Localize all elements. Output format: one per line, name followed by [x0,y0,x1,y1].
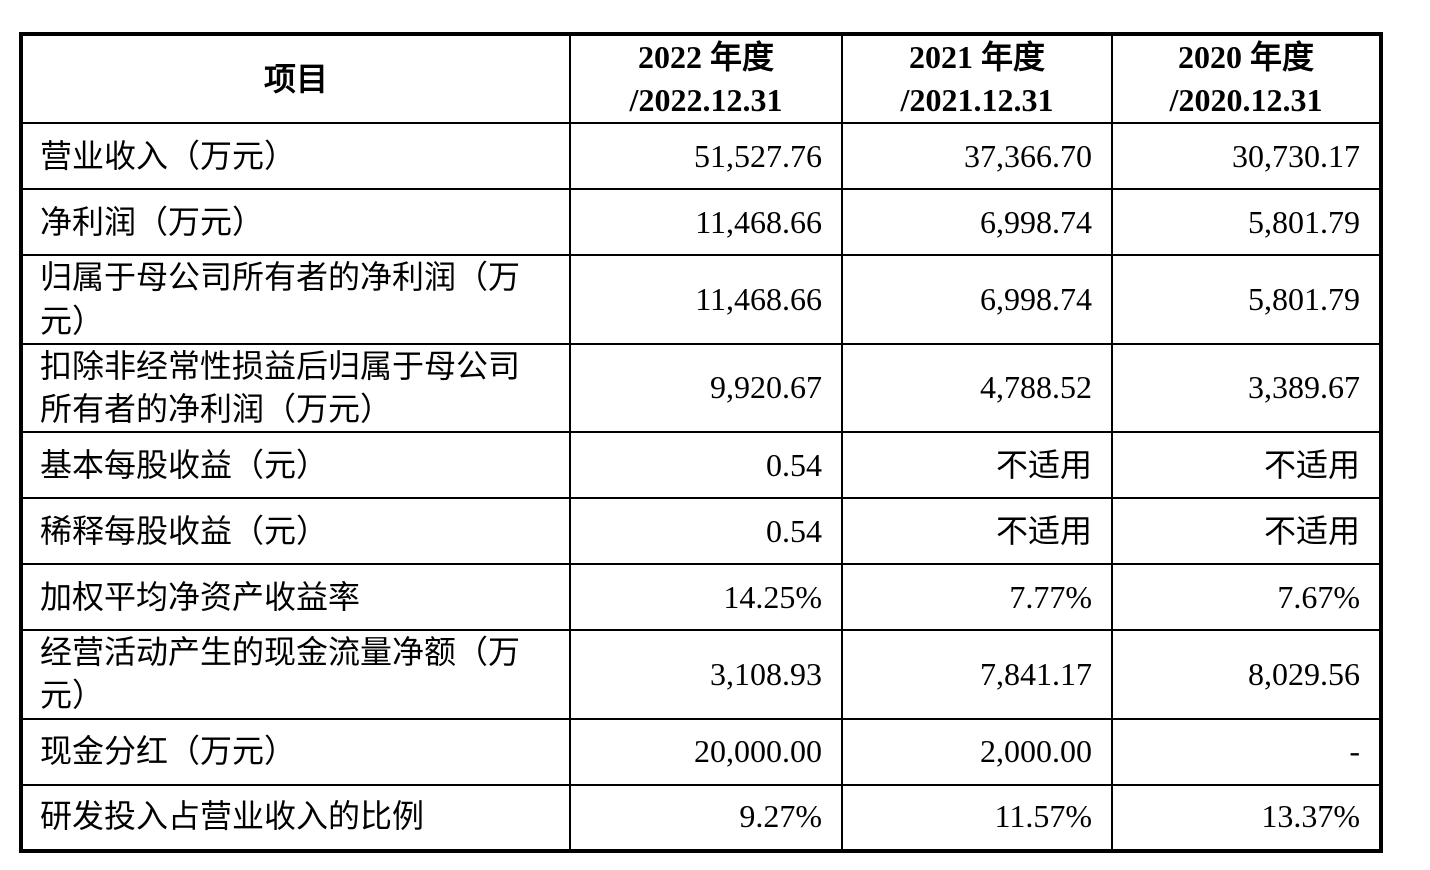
table-header-row: 项目 2022 年度 /2022.12.31 2021 年度 /2021.12.… [20,32,1382,125]
value-2021: 不适用 [841,431,1113,500]
value-2021: 6,998.74 [841,188,1113,257]
header-period-2021: 2021 年度 /2021.12.31 [841,32,1113,125]
header-period-2022: 2022 年度 /2022.12.31 [569,32,843,125]
value-2020: 不适用 [1111,497,1382,566]
header-period-2021-date: /2021.12.31 [900,82,1054,119]
header-period-2022-year: 2022 年度 [637,39,774,75]
value-2022: 9,920.67 [569,342,843,434]
table-row-weighted-avg-roe: 加权平均净资产收益率 14.25% 7.77% 7.67% [20,563,1382,632]
value-2020: 13.37% [1111,783,1382,852]
value-2021: 4,788.52 [841,342,1113,434]
row-label: 研发投入占营业收入的比例 [20,783,571,852]
financial-summary-table: 项目 2022 年度 /2022.12.31 2021 年度 /2021.12.… [19,32,1383,853]
value-2021: 37,366.70 [841,122,1113,191]
value-2022: 11,468.66 [569,188,843,257]
table-row-operating-revenue: 营业收入（万元） 51,527.76 37,366.70 30,730.17 [20,122,1382,191]
row-label: 营业收入（万元） [20,122,571,191]
value-2020: 3,389.67 [1111,342,1382,434]
table-row-operating-cash-flow: 经营活动产生的现金流量净额（万元） 3,108.93 7,841.17 8,02… [20,629,1382,720]
value-2022: 51,527.76 [569,122,843,191]
value-2021: 11.57% [841,783,1113,852]
row-label: 经营活动产生的现金流量净额（万元） [20,629,571,720]
financial-summary-table-container: 项目 2022 年度 /2022.12.31 2021 年度 /2021.12.… [19,32,1383,853]
value-2020: 不适用 [1111,431,1382,500]
table-row-basic-eps: 基本每股收益（元） 0.54 不适用 不适用 [20,431,1382,500]
value-2022: 3,108.93 [569,629,843,720]
table-row-net-profit: 净利润（万元） 11,468.66 6,998.74 5,801.79 [20,188,1382,257]
header-item-column: 项目 [20,32,571,125]
value-2021: 7,841.17 [841,629,1113,720]
value-2021: 6,998.74 [841,254,1113,345]
header-item-label: 项目 [263,60,328,97]
table-row-diluted-eps: 稀释每股收益（元） 0.54 不适用 不适用 [20,497,1382,566]
value-2020: 7.67% [1111,563,1382,632]
value-2021: 不适用 [841,497,1113,566]
table-row-net-profit-to-parent: 归属于母公司所有者的净利润（万元） 11,468.66 6,998.74 5,8… [20,254,1382,345]
row-label: 归属于母公司所有者的净利润（万元） [20,254,571,345]
header-period-2020-year: 2020 年度 [1177,39,1314,75]
value-2022: 0.54 [569,431,843,500]
table-row-cash-dividend: 现金分红（万元） 20,000.00 2,000.00 - [20,717,1382,786]
value-2021: 7.77% [841,563,1113,632]
row-label: 净利润（万元） [20,188,571,257]
table-row-net-profit-excl-nonrecurring: 扣除非经常性损益后归属于母公司所有者的净利润（万元） 9,920.67 4,78… [20,342,1382,434]
value-2020: - [1111,717,1382,786]
value-2022: 0.54 [569,497,843,566]
header-period-2020-date: /2020.12.31 [1169,82,1323,119]
header-period-2022-date: /2022.12.31 [629,82,783,119]
row-label: 基本每股收益（元） [20,431,571,500]
table-row-rd-to-revenue-ratio: 研发投入占营业收入的比例 9.27% 11.57% 13.37% [20,783,1382,852]
value-2020: 5,801.79 [1111,188,1382,257]
value-2022: 14.25% [569,563,843,632]
row-label: 现金分红（万元） [20,717,571,786]
header-period-2020: 2020 年度 /2020.12.31 [1111,32,1382,125]
value-2021: 2,000.00 [841,717,1113,786]
value-2020: 8,029.56 [1111,629,1382,720]
row-label: 加权平均净资产收益率 [20,563,571,632]
header-period-2021-year: 2021 年度 [908,39,1045,75]
value-2022: 9.27% [569,783,843,852]
row-label: 扣除非经常性损益后归属于母公司所有者的净利润（万元） [20,342,571,434]
row-label: 稀释每股收益（元） [20,497,571,566]
value-2020: 30,730.17 [1111,122,1382,191]
value-2022: 11,468.66 [569,254,843,345]
value-2022: 20,000.00 [569,717,843,786]
value-2020: 5,801.79 [1111,254,1382,345]
